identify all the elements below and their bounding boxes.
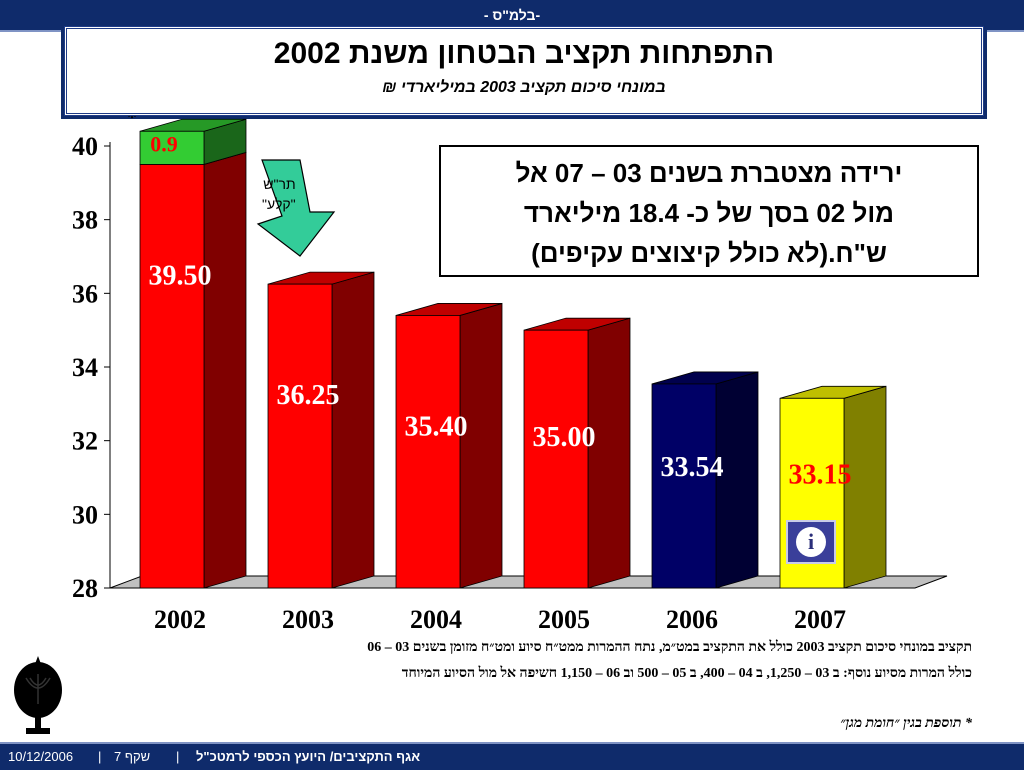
- note-line: תקציב במונחי סיכום תקציב 2003 כולל את הת…: [367, 640, 972, 655]
- bar-side: [203, 151, 247, 589]
- bar: [523, 329, 589, 589]
- x-category-label: 2003: [282, 605, 334, 634]
- title-box: התפתחות תקציב הבטחון משנת 2002 במונחי סי…: [64, 26, 984, 116]
- bar: [267, 283, 333, 589]
- x-category-label: 2002: [154, 605, 206, 634]
- down-arrow-icon: [256, 159, 336, 257]
- callout-line: מול 02 בסך של כ- 18.4 מיליארד: [523, 198, 895, 228]
- budget-bar-chart: 28 30 32 34 36 38 40 39.50 2002 36.25 2003 35.40 200…: [72, 116, 948, 634]
- arrow-label: תר"ש "קלע": [262, 176, 296, 212]
- bar-value-label: 35.40: [405, 411, 468, 442]
- bar-stacked-extra: [139, 130, 205, 165]
- footer-separator: |: [176, 749, 180, 764]
- footer-bar: 10/12/2006 | שקף 7 | אגף התקציבים/ היועץ…: [0, 742, 1024, 770]
- bar-value-label: 36.25: [277, 380, 340, 411]
- asterisk-marker: *: [127, 116, 137, 128]
- info-button[interactable]: i: [786, 520, 836, 564]
- y-tick-label: 28: [72, 574, 98, 603]
- y-tick-label: 36: [72, 279, 98, 308]
- y-tick-label: 34: [72, 353, 98, 382]
- page-subtitle: במונחי סיכום תקציב 2003 במיליארדי ₪: [382, 79, 666, 96]
- footer-date: 10/12/2006: [8, 749, 74, 764]
- bar: [651, 383, 717, 589]
- y-tick-label: 40: [72, 132, 98, 161]
- menorah-emblem-icon: [14, 656, 62, 734]
- footer-separator: |: [98, 749, 102, 764]
- bar-value-label: 35.00: [533, 422, 596, 453]
- info-icon: i: [796, 527, 826, 557]
- bar: [395, 315, 461, 589]
- x-category-label: 2004: [410, 605, 462, 634]
- footnote: * תוספת בגין ״חומת מגן״: [840, 716, 972, 731]
- callout-line: ש"ח.(לא כולל קיצוצים עקיפים): [531, 238, 887, 268]
- y-tick-label: 32: [72, 427, 98, 456]
- page-title: התפתחות תקציב הבטחון משנת 2002: [273, 37, 775, 70]
- y-tick-label: 30: [72, 500, 98, 529]
- classification-label: - בלמ"ס-: [483, 7, 541, 23]
- arrow-label-line: תר"ש: [263, 176, 296, 192]
- stacked-extra-label: 0.9: [150, 131, 178, 156]
- callout-line: ירידה מצטברת בשנים 03 – 07 אל: [515, 158, 903, 188]
- note-line: כולל המרות מסיוע נוסף: ב 03 – 1,250, ב 0…: [401, 666, 972, 681]
- footer-slide: שקף 7: [114, 749, 151, 764]
- footer-department: אגף התקציבים/ היועץ הכספי לרמטכ"ל: [196, 749, 421, 764]
- x-category-label: 2005: [538, 605, 590, 634]
- x-category-label: 2006: [666, 605, 718, 634]
- bar-side: [459, 302, 503, 589]
- bar-side: [331, 271, 375, 589]
- bar-value-label: 33.15: [789, 460, 852, 491]
- callout-box: ירידה מצטברת בשנים 03 – 07 אל מול 02 בסך…: [439, 145, 979, 277]
- bar: [139, 164, 205, 589]
- bar-value-label: 33.54: [661, 452, 724, 483]
- y-tick-label: 38: [72, 206, 98, 235]
- arrow-label-line: "קלע": [262, 196, 296, 212]
- bar-value-label: 39.50: [149, 260, 212, 291]
- x-category-label: 2007: [794, 605, 846, 634]
